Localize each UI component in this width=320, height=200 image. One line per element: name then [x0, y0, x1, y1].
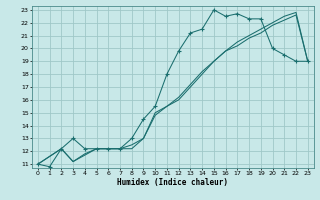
X-axis label: Humidex (Indice chaleur): Humidex (Indice chaleur)	[117, 178, 228, 187]
